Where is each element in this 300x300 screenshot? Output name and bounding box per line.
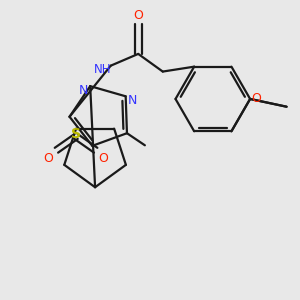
Text: N: N: [128, 94, 137, 107]
Text: S: S: [71, 127, 81, 140]
Text: O: O: [99, 152, 109, 165]
Text: O: O: [44, 152, 53, 165]
Text: O: O: [251, 92, 261, 106]
Text: NH: NH: [94, 63, 112, 76]
Text: N: N: [79, 84, 88, 97]
Text: O: O: [133, 9, 143, 22]
